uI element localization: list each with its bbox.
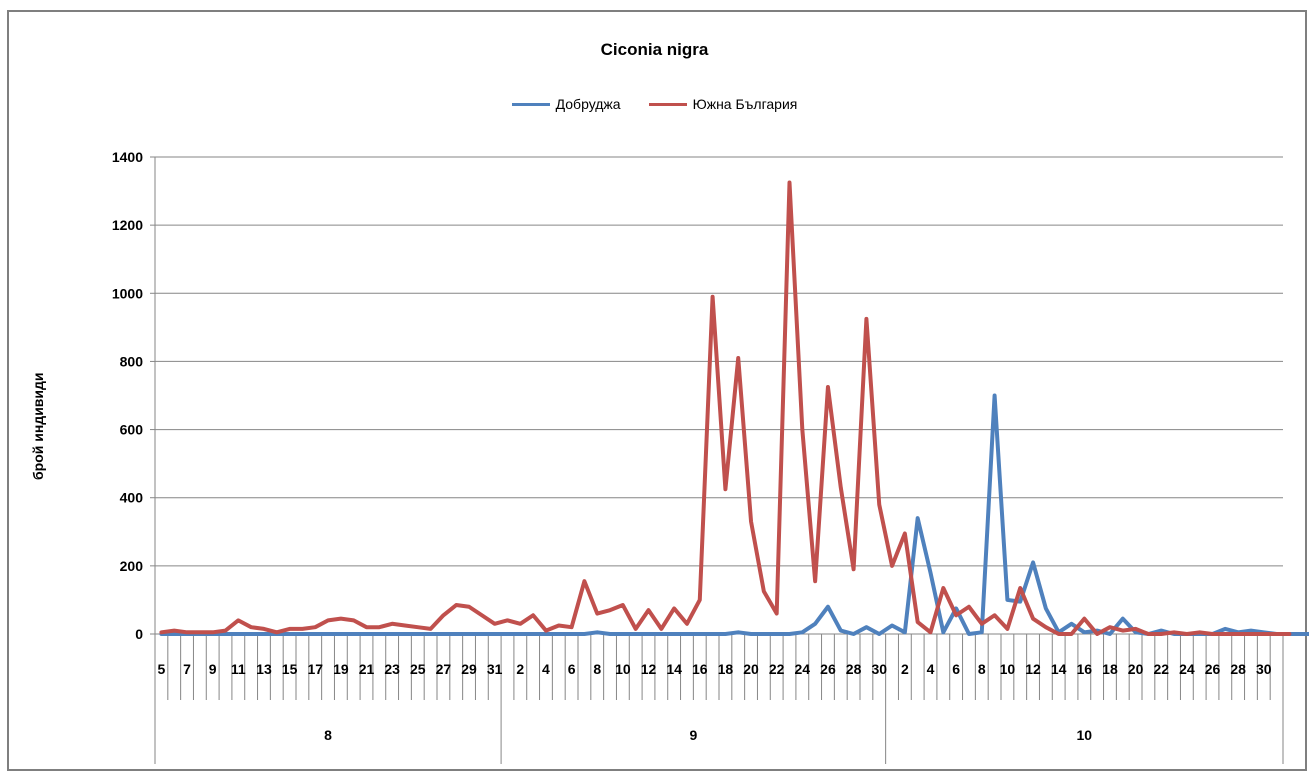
- x-tick-label: 28: [846, 661, 862, 677]
- x-tick-label: 30: [871, 661, 887, 677]
- x-tick-label: 17: [307, 661, 323, 677]
- x-tick-label: 21: [359, 661, 375, 677]
- month-label: 10: [1077, 727, 1093, 743]
- x-tick-label: 2: [901, 661, 909, 677]
- x-tick-label: 12: [1025, 661, 1041, 677]
- x-tick-label: 20: [743, 661, 759, 677]
- x-tick-label: 12: [641, 661, 657, 677]
- chart-title: Ciconia nigra: [600, 40, 709, 59]
- x-tick-label: 26: [820, 661, 836, 677]
- month-label: 8: [324, 727, 332, 743]
- y-tick-label: 600: [120, 422, 144, 438]
- x-tick-label: 16: [1077, 661, 1093, 677]
- legend-swatch-dobrudzha: [511, 102, 550, 106]
- x-tick-label: 24: [1179, 661, 1195, 677]
- y-tick-label: 400: [120, 490, 144, 506]
- y-tick-label: 1200: [112, 217, 143, 233]
- x-tick-label: 4: [542, 661, 550, 677]
- x-tick-label: 6: [952, 661, 960, 677]
- x-tick-label: 19: [333, 661, 349, 677]
- x-tick-label: 18: [1102, 661, 1118, 677]
- chart-legend: Добруджа Южна България: [0, 96, 1309, 112]
- x-tick-label: 22: [1153, 661, 1169, 677]
- x-tick-label: 8: [978, 661, 986, 677]
- series-line-south-bulgaria: [159, 180, 1292, 636]
- x-tick-label: 27: [436, 661, 452, 677]
- x-tick-label: 29: [461, 661, 477, 677]
- x-tick-label: 30: [1256, 661, 1272, 677]
- x-tick-label: 18: [718, 661, 734, 677]
- x-tick-label: 9: [209, 661, 217, 677]
- legend-item-dobrudzha: Добруджа: [511, 96, 621, 112]
- legend-label-dobrudzha: Добруджа: [555, 96, 621, 112]
- month-label: 9: [689, 727, 697, 743]
- x-tick-label: 23: [384, 661, 400, 677]
- x-tick-label: 16: [692, 661, 708, 677]
- x-tick-label: 4: [927, 661, 935, 677]
- x-tick-label: 5: [158, 661, 166, 677]
- y-tick-label: 0: [135, 626, 143, 642]
- x-tick-label: 15: [282, 661, 298, 677]
- x-tick-label: 7: [183, 661, 191, 677]
- x-tick-label: 8: [593, 661, 601, 677]
- x-tick-label: 25: [410, 661, 426, 677]
- legend-item-south-bulgaria: Южна България: [648, 96, 798, 112]
- x-tick-label: 22: [769, 661, 785, 677]
- x-tick-label: 11: [231, 661, 246, 677]
- x-tick-label: 6: [568, 661, 576, 677]
- legend-swatch-south-bulgaria: [648, 102, 687, 106]
- y-tick-label: 1000: [112, 285, 143, 301]
- x-tick-label: 13: [256, 661, 272, 677]
- y-tick-label: 200: [120, 558, 144, 574]
- x-tick-label: 26: [1205, 661, 1221, 677]
- y-tick-label: 800: [120, 353, 144, 369]
- y-tick-label: 1400: [112, 149, 143, 165]
- x-tick-label: 24: [795, 661, 811, 677]
- x-tick-label: 20: [1128, 661, 1144, 677]
- legend-label-south-bulgaria: Южна България: [692, 96, 798, 112]
- x-tick-label: 14: [1051, 661, 1067, 677]
- x-tick-label: 2: [516, 661, 524, 677]
- series-line-dobrudzha: [159, 393, 1309, 636]
- x-tick-label: 10: [1000, 661, 1016, 677]
- x-tick-label: 14: [666, 661, 682, 677]
- x-tick-label: 10: [615, 661, 631, 677]
- x-tick-label: 28: [1230, 661, 1246, 677]
- x-tick-label: 31: [487, 661, 503, 677]
